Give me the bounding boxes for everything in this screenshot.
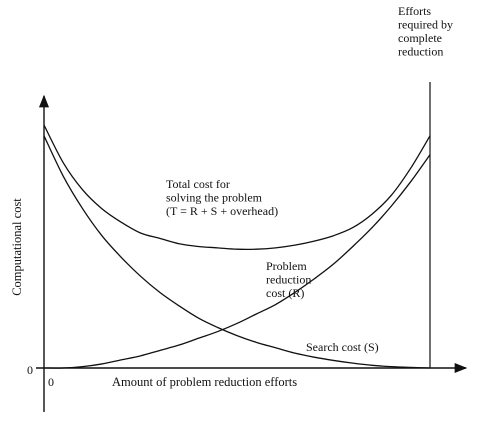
y-axis-label: Computational cost <box>10 198 24 296</box>
series-group <box>43 124 431 369</box>
x-axis-label: Amount of problem reduction efforts <box>112 375 297 389</box>
series-label-reduction-line-1: Problem <box>266 259 307 273</box>
series-label-total-line-1: Total cost for <box>166 177 230 191</box>
series-line-reduction <box>43 154 431 369</box>
series-label-reduction-line-3: cost (R) <box>266 286 304 300</box>
series-label-reduction-line-2: reduction <box>266 273 311 287</box>
x-origin-label: 0 <box>48 375 54 389</box>
effort-limit-label-line-2: required by <box>398 18 453 32</box>
series-label-total-line-2: solving the problem <box>166 191 263 205</box>
series-label-total-line-3: (T = R + S + overhead) <box>166 204 278 218</box>
series-line-search <box>43 135 431 369</box>
y-origin-label: 0 <box>27 363 33 377</box>
text-group: 0 0 Amount of problem reduction efforts … <box>10 198 297 389</box>
effort-limit-label-line-1: Efforts <box>398 4 431 18</box>
series-line-total <box>43 124 431 251</box>
effort-limit-label-line-4: reduction <box>398 45 443 59</box>
axes-group <box>36 82 468 412</box>
series-label-search-line-1: Search cost (S) <box>306 340 379 354</box>
effort-limit-label-line-3: complete <box>398 31 442 45</box>
